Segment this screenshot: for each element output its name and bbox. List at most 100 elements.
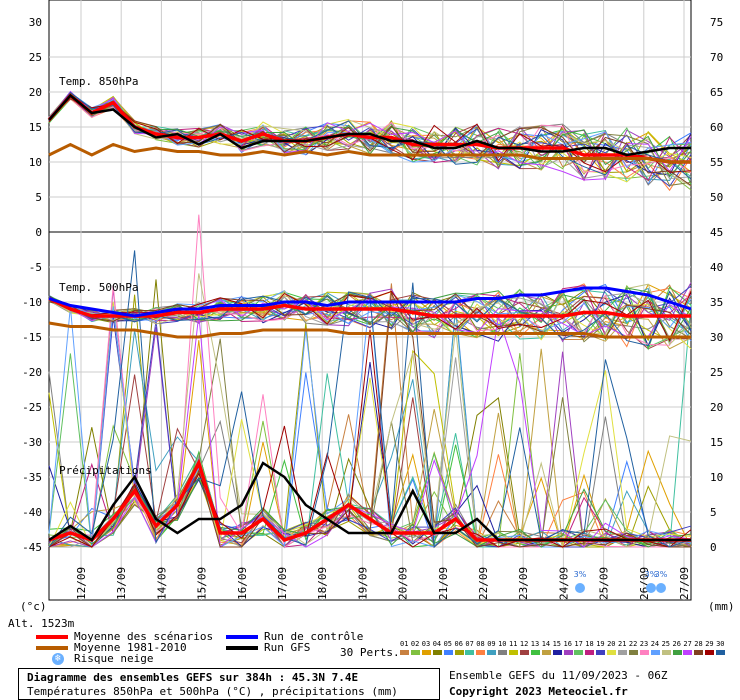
footer-box: Diagramme des ensembles GEFS sur 384h : … xyxy=(18,668,440,700)
pert-color-swatch xyxy=(585,650,595,655)
pert-color-swatch xyxy=(443,650,453,655)
y-tick-label-left: 5 xyxy=(35,191,42,204)
x-tick-label: 17/09 xyxy=(276,567,289,600)
pert-color-swatch xyxy=(661,650,671,655)
pert-line-t850 xyxy=(48,93,692,187)
series-t850 xyxy=(48,93,691,157)
pert-color-swatch xyxy=(618,650,627,655)
snow-risk-value: 3% xyxy=(574,570,587,579)
pert-color-swatch xyxy=(650,650,660,655)
y-tick-label-left: -30 xyxy=(22,436,42,449)
pert-color-swatch xyxy=(509,650,518,655)
legend-mean-1981-2010: Moyenne 1981-2010 xyxy=(74,641,187,654)
y-tick-label-right: 45 xyxy=(710,226,723,239)
pert-number: 30 xyxy=(716,640,725,648)
x-tick-label: 19/09 xyxy=(356,567,369,600)
y-tick-label-left: -45 xyxy=(22,541,42,554)
x-tick-label: 20/09 xyxy=(397,567,410,600)
pert-number: 22 xyxy=(628,640,638,648)
panel-label-precip: Précipitations xyxy=(59,464,152,477)
y-tick-label-right: 70 xyxy=(710,51,723,64)
pert-color-swatch xyxy=(498,650,508,655)
y-tick-label-right: 5 xyxy=(710,506,717,519)
series-precip xyxy=(48,461,691,542)
y-tick-label-right: 60 xyxy=(710,121,723,134)
pert-color-swatch xyxy=(465,650,475,655)
y-tick-label-left: 0 xyxy=(35,226,42,239)
snowflake-icon xyxy=(646,583,656,593)
pert-color-swatch xyxy=(552,650,562,655)
snowflake-icon xyxy=(656,583,666,593)
pert-number: 01 xyxy=(400,640,409,648)
pert-color-swatch xyxy=(683,650,693,655)
y-tick-label-right: 40 xyxy=(710,261,723,274)
pert-color-swatch xyxy=(705,650,715,655)
y-tick-label-left: -20 xyxy=(22,366,42,379)
pert-number: 08 xyxy=(476,640,485,648)
pert-number: 11 xyxy=(509,640,518,648)
x-tick-label: 24/09 xyxy=(557,567,570,600)
pert-color-swatch xyxy=(400,650,409,655)
legend-swatch-mean xyxy=(36,635,68,639)
pert-number: 06 xyxy=(454,640,463,648)
pert-color-swatch xyxy=(476,650,486,655)
y-tick-label-left: -35 xyxy=(22,471,42,484)
legend-swatch-gfs xyxy=(226,646,258,650)
pert-number: 21 xyxy=(618,640,627,648)
y-tick-label-right: 10 xyxy=(710,471,723,484)
pert-number: 20 xyxy=(607,640,616,648)
pert-number: 15 xyxy=(552,640,562,648)
x-tick-label: 13/09 xyxy=(115,567,128,600)
legend-gfs-run: Run GFS xyxy=(264,641,311,654)
x-tick-label: 27/09 xyxy=(678,567,691,600)
series-t500 xyxy=(48,286,692,318)
y-tick-label-right: 15 xyxy=(710,436,723,449)
pert-number: 03 xyxy=(421,640,431,648)
right-unit: (mm) xyxy=(708,600,735,613)
x-tick-label: 26/09 xyxy=(638,567,651,600)
series-t850 xyxy=(48,142,691,164)
legend-swatch-control xyxy=(226,635,258,639)
y-tick-label-right: 25 xyxy=(710,366,723,379)
x-tick-label: 12/09 xyxy=(75,567,88,600)
x-tick-label: 15/09 xyxy=(196,567,209,600)
x-tick-label: 22/09 xyxy=(477,567,490,600)
pert-number: 25 xyxy=(661,640,671,648)
copyright: Copyright 2023 Meteociel.fr xyxy=(449,685,628,698)
series-t850 xyxy=(47,93,691,164)
pert-number: 18 xyxy=(585,640,594,648)
footer-subtitle: Températures 850hPa et 500hPa (°C) , pré… xyxy=(27,685,398,698)
pert-line-precip xyxy=(48,476,692,548)
panel-label-t850: Temp. 850hPa xyxy=(59,75,138,88)
pert-line-t500 xyxy=(48,290,692,332)
pert-color-swatch xyxy=(454,650,464,655)
x-tick-label: 23/09 xyxy=(517,567,530,600)
y-tick-label-left: 30 xyxy=(29,16,42,29)
pert-number: 16 xyxy=(563,640,572,648)
snowflake-icon: ❄ xyxy=(52,653,64,665)
pert-color-swatch xyxy=(716,650,726,655)
pert-number: 24 xyxy=(650,640,660,648)
x-tick-label: 21/09 xyxy=(437,567,450,600)
pert-color-swatch xyxy=(530,650,540,655)
y-tick-label-left: -25 xyxy=(22,401,42,414)
y-tick-label-right: 0 xyxy=(710,541,717,554)
pert-number: 19 xyxy=(596,640,605,648)
pert-line-t850 xyxy=(48,92,692,180)
pert-color-swatch xyxy=(541,650,551,655)
pert-color-swatch xyxy=(563,650,573,655)
left-unit: (°c) xyxy=(20,600,47,613)
snow-risk-value: 3% xyxy=(645,570,658,579)
x-tick-label: 25/09 xyxy=(598,567,611,600)
y-tick-label-left: 20 xyxy=(29,86,42,99)
pert-color-swatch xyxy=(607,650,617,655)
pert-line-t500 xyxy=(48,285,692,340)
y-tick-label-left: 25 xyxy=(29,51,42,64)
y-tick-label-left: 10 xyxy=(29,156,42,169)
y-tick-label-left: -15 xyxy=(22,331,42,344)
legend-control-run: Run de contrôle xyxy=(264,630,364,643)
altitude-label: Alt. 1523m xyxy=(8,617,75,630)
pert-color-swatch xyxy=(628,650,638,655)
pert-color-swatch xyxy=(421,650,431,655)
